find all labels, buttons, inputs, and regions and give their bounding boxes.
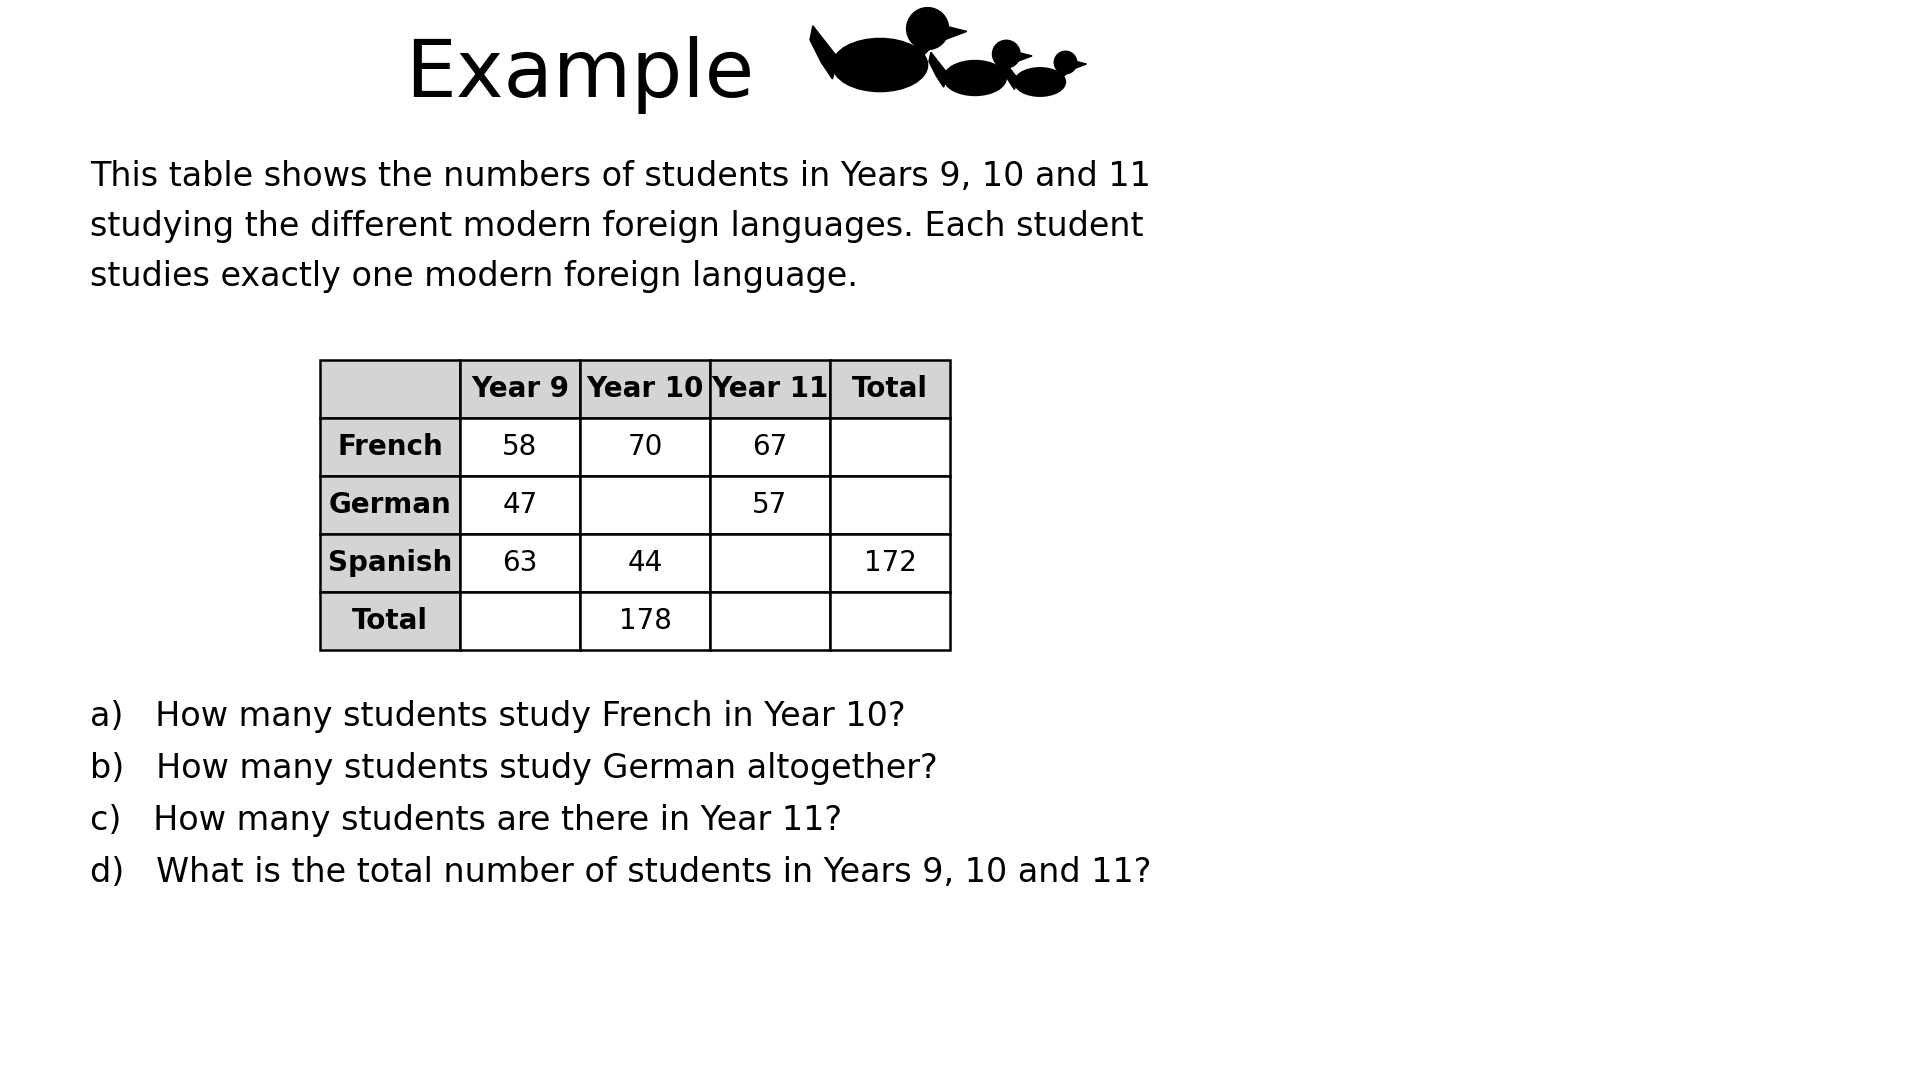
Text: 57: 57 [753, 491, 787, 519]
Ellipse shape [1014, 68, 1066, 96]
Ellipse shape [945, 60, 1006, 95]
Bar [321, 418, 461, 476]
Polygon shape [908, 35, 933, 59]
Polygon shape [810, 26, 837, 79]
Text: Example: Example [405, 36, 755, 114]
Bar [710, 534, 829, 592]
Bar [321, 534, 461, 592]
Ellipse shape [833, 39, 927, 92]
Circle shape [1054, 51, 1077, 73]
Text: 44: 44 [628, 549, 662, 577]
Text: Year 11: Year 11 [712, 375, 829, 403]
Text: 63: 63 [503, 549, 538, 577]
Polygon shape [1075, 60, 1087, 68]
Text: 178: 178 [618, 607, 672, 635]
Text: Year 10: Year 10 [586, 375, 705, 403]
Text: d)   What is the total number of students in Years 9, 10 and 11?: d) What is the total number of students … [90, 856, 1152, 889]
Text: French: French [338, 433, 444, 461]
Bar [829, 418, 950, 476]
Text: 67: 67 [753, 433, 787, 461]
Text: Total: Total [852, 375, 927, 403]
Polygon shape [945, 26, 968, 40]
Polygon shape [929, 52, 947, 87]
Bar [580, 476, 710, 534]
Text: German: German [328, 491, 451, 519]
Text: c)   How many students are there in Year 11?: c) How many students are there in Year 1… [90, 804, 843, 837]
Bar [710, 360, 829, 418]
Bar [461, 476, 580, 534]
Bar [710, 476, 829, 534]
Text: a)   How many students study French in Year 10?: a) How many students study French in Yea… [90, 700, 906, 733]
Polygon shape [993, 57, 1010, 75]
Text: This table shows the numbers of students in Years 9, 10 and 11
studying the diff: This table shows the numbers of students… [90, 160, 1150, 293]
Bar [829, 592, 950, 650]
Circle shape [906, 8, 948, 50]
Bar [580, 418, 710, 476]
Text: 70: 70 [628, 433, 662, 461]
Bar [829, 360, 950, 418]
Bar [461, 418, 580, 476]
Bar [580, 592, 710, 650]
Bar [829, 476, 950, 534]
Bar [321, 592, 461, 650]
Bar [580, 360, 710, 418]
Bar [829, 534, 950, 592]
Text: 47: 47 [503, 491, 538, 519]
Bar [461, 360, 580, 418]
Bar [321, 476, 461, 534]
Text: Total: Total [351, 607, 428, 635]
Bar [580, 534, 710, 592]
Bar [461, 534, 580, 592]
Bar [710, 592, 829, 650]
Text: b)   How many students study German altogether?: b) How many students study German altoge… [90, 752, 937, 785]
Polygon shape [1018, 52, 1033, 62]
Bar [710, 418, 829, 476]
Polygon shape [1054, 66, 1069, 79]
Text: Year 9: Year 9 [470, 375, 568, 403]
Text: 58: 58 [503, 433, 538, 461]
Bar [461, 592, 580, 650]
Text: Spanish: Spanish [328, 549, 451, 577]
Bar [321, 360, 461, 418]
Circle shape [993, 40, 1020, 68]
Polygon shape [1002, 60, 1018, 90]
Text: 172: 172 [864, 549, 916, 577]
